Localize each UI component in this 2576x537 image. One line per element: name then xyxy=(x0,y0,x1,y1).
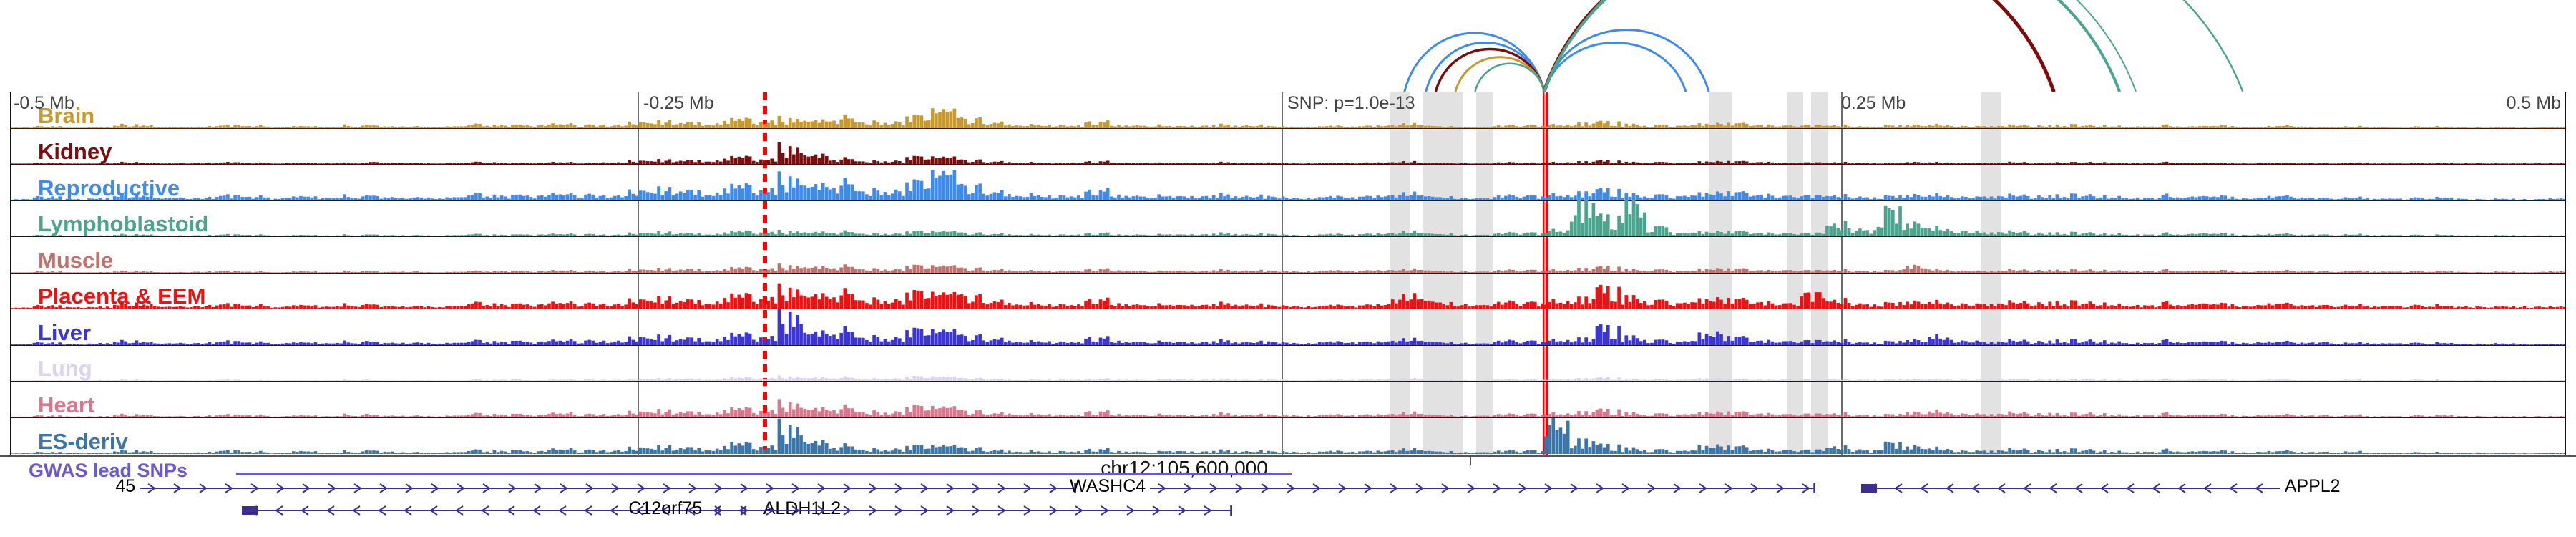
gene-model-washc4[interactable] xyxy=(1150,480,1815,496)
gene-name-45: 45 xyxy=(115,476,136,496)
track-label-lymphoblastoid: Lymphoblastoid xyxy=(38,211,209,236)
gene-model-appl2[interactable] xyxy=(1861,480,2280,496)
track-lung: Lung xyxy=(11,345,2565,382)
snp-marker-line xyxy=(762,92,767,455)
genomic-coordinate-label: chr12:105,600,000 xyxy=(1101,457,1268,479)
axis-guide-line xyxy=(638,92,639,455)
gene-name-appl2: APPL2 xyxy=(2284,476,2341,496)
signal-trace xyxy=(11,345,2565,381)
loop-arcs xyxy=(1403,0,2244,92)
gene-name-aldh1l2: ALDH1L2 xyxy=(763,498,841,518)
track-label-reproductive: Reproductive xyxy=(38,175,180,200)
tissue-signal-plot: Brain Kidney Reproductive Lymphoblastoid Mus… xyxy=(10,92,2566,455)
track-label-liver: Liver xyxy=(38,319,92,345)
chromatin-loop-arc-panel xyxy=(0,0,2576,92)
signal-trace xyxy=(11,200,2565,236)
track-brain: Brain xyxy=(11,92,2565,129)
gene-model-45[interactable] xyxy=(140,480,1076,496)
axis-guide-line xyxy=(1841,92,1843,455)
signal-trace xyxy=(11,418,2565,454)
axis-tick-label: -0.5 Mb xyxy=(14,93,74,113)
signal-trace xyxy=(11,309,2565,345)
coordinate-tick xyxy=(1470,455,1472,465)
axis-tick-label: -0.25 Mb xyxy=(643,93,714,113)
track-label-muscle: Muscle xyxy=(38,247,114,273)
track-label-brain: Brain xyxy=(38,102,95,128)
axis-guide-line xyxy=(1282,92,1283,455)
track-placenta-eem: Placenta & EEM xyxy=(11,273,2565,309)
track-label-lung: Lung xyxy=(38,356,92,381)
gwas-lead-snps-line xyxy=(236,473,1292,475)
signal-trace xyxy=(11,237,2565,273)
track-es-deriv: ES-deriv xyxy=(11,418,2565,454)
track-muscle: Muscle xyxy=(11,237,2565,274)
track-label-heart: Heart xyxy=(38,392,95,417)
signal-trace xyxy=(11,382,2565,417)
track-label-kidney: Kidney xyxy=(38,139,112,164)
axis-tick-label: SNP: p=1.0e-13 xyxy=(1287,93,1415,113)
snp-marker-line xyxy=(1543,92,1548,455)
signal-trace xyxy=(11,128,2565,164)
track-heart: Heart xyxy=(11,382,2565,418)
axis-tick-label: 0.25 Mb xyxy=(1841,93,1906,113)
track-liver: Liver xyxy=(11,309,2565,346)
coordinate-rule xyxy=(0,455,1470,457)
signal-trace xyxy=(11,273,2565,309)
track-label-placenta-eem: Placenta & EEM xyxy=(38,284,206,309)
track-reproductive: Reproductive xyxy=(11,165,2565,201)
signal-trace xyxy=(11,165,2565,200)
track-kidney: Kidney xyxy=(11,128,2565,165)
gene-model-aldh1l2[interactable] xyxy=(241,503,759,518)
axis-tick-label: 0.5 Mb xyxy=(2506,93,2561,113)
gene-name-c12orf75: C12orf75 xyxy=(628,498,703,518)
gene-name-washc4: WASHC4 xyxy=(1070,476,1146,496)
gwas-lead-snps-label: GWAS lead SNPs xyxy=(29,460,188,481)
track-label-es-deriv: ES-deriv xyxy=(38,429,128,454)
coordinate-rule xyxy=(1470,455,2576,457)
track-lymphoblastoid: Lymphoblastoid xyxy=(11,200,2565,237)
gene-model-c12orf75[interactable] xyxy=(706,503,1232,518)
gene-annotation-panel: chr12:105,600,000chr12:106,000,000 GWAS … xyxy=(0,455,2576,537)
